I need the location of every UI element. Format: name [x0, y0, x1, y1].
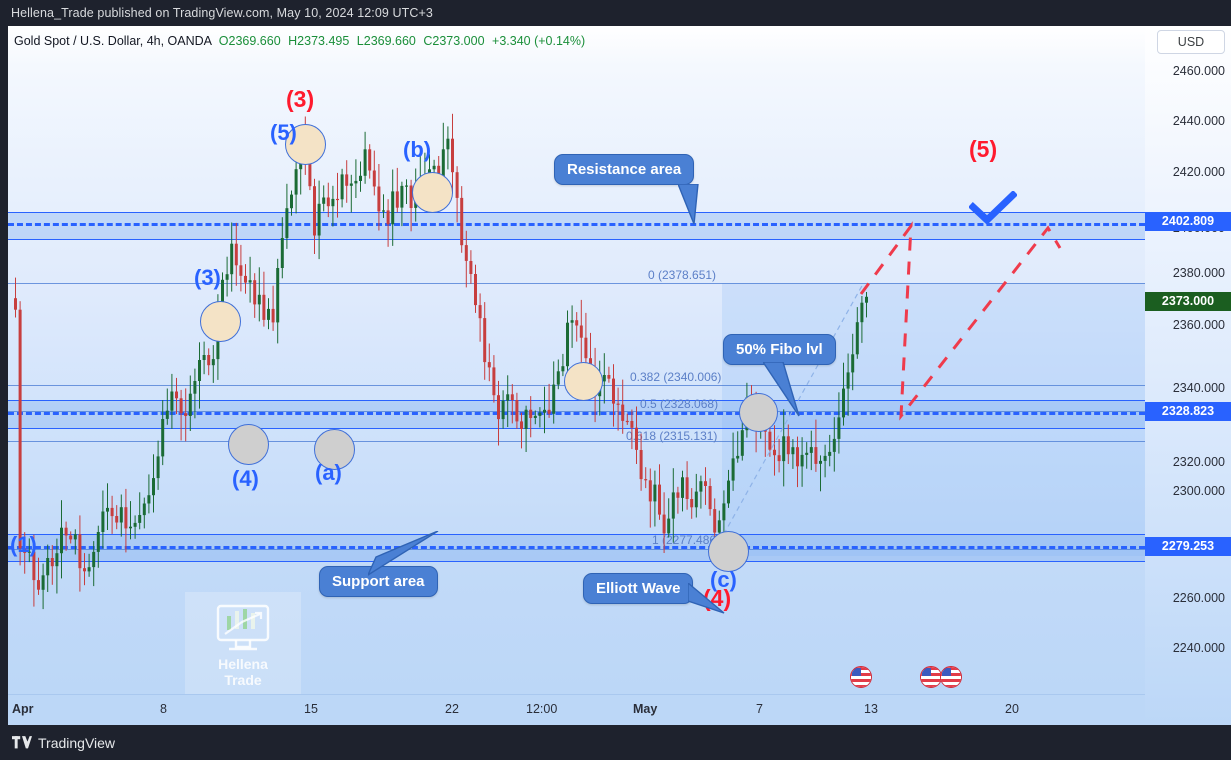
pivot-circle-wave4	[228, 424, 269, 465]
published-bar: Hellena_Trade published on TradingView.c…	[0, 0, 1231, 26]
legend-close: C2373.000	[423, 34, 485, 48]
monitor-chart-icon	[216, 604, 270, 651]
resistance-level-line	[8, 223, 1145, 226]
price-tick-2380: 2380.000	[1172, 266, 1225, 280]
fibo-level-callout[interactable]: 50% Fibo lvl	[723, 334, 836, 365]
wave-label-5-red: (5)	[969, 136, 998, 162]
pivot-circle-wavea	[314, 429, 355, 470]
fib-line-05	[8, 411, 1145, 412]
time-tick-8: 8	[160, 702, 167, 716]
wave-label-a: (a)	[315, 460, 342, 485]
support-area-callout[interactable]: Support area	[319, 566, 438, 597]
price-plot-area[interactable]: 0 (2378.651) 0.382 (2340.006) 0.5 (2328.…	[8, 26, 1145, 694]
fib-line-1	[8, 549, 1145, 550]
footer-bar: TradingView	[0, 725, 1231, 760]
left-gutter	[0, 26, 8, 725]
bullish-checkmark-icon	[969, 191, 1017, 225]
wave-label-5-blue: (5)	[270, 120, 297, 145]
fibo-callout-tail	[763, 362, 800, 417]
tradingview-wordmark: TradingView	[38, 734, 116, 751]
fib-label-05: 0.5 (2328.068)	[640, 397, 719, 411]
legend-change: +3.340 (+0.14%)	[492, 34, 586, 48]
pivot-circle-mid	[564, 362, 603, 401]
chart-legend: Gold Spot / U.S. Dollar, 4h, OANDA O2369…	[14, 34, 585, 48]
wave-label-3-blue: (3)	[194, 265, 221, 290]
economic-event-flag-icon[interactable]	[940, 666, 962, 688]
last-price-pill: 2373.000	[1145, 292, 1231, 311]
wave-label-3-red-top: (3)	[286, 86, 315, 112]
lower-support-level-line	[8, 546, 1145, 549]
time-tick-15: 15	[304, 702, 318, 716]
resistance-area-callout[interactable]: Resistance area	[554, 154, 695, 185]
elliott-callout-tail	[688, 583, 725, 614]
tradingview-logo[interactable]: TradingView	[12, 735, 115, 751]
time-tick-1200: 12:00	[526, 702, 558, 716]
time-tick-may: May	[633, 702, 658, 716]
elliott-wave-callout[interactable]: Elliott Wave	[583, 573, 694, 604]
lower-support-price-pill: 2279.253	[1145, 537, 1231, 556]
economic-event-flag-icon[interactable]	[850, 666, 872, 688]
resistance-price-pill: 2402.809	[1145, 212, 1231, 231]
pivot-circle-waveb	[412, 172, 453, 213]
time-tick-7: 7	[756, 702, 763, 716]
price-tick-2240: 2240.000	[1172, 641, 1225, 655]
price-tick-2340: 2340.000	[1172, 381, 1225, 395]
hellena-trade-watermark: Hellena Trade	[185, 592, 301, 694]
price-tick-2320: 2320.000	[1172, 455, 1225, 469]
published-text: Hellena_Trade published on TradingView.c…	[11, 6, 433, 20]
fib-50-level-line	[8, 412, 1145, 415]
time-scale[interactable]: Apr 8 15 22 12:00 May 7 13 20	[8, 694, 1145, 725]
wave-label-b: (b)	[403, 137, 432, 162]
fib-label-0382: 0.382 (2340.006)	[630, 370, 722, 384]
resistance-callout-tail	[678, 184, 699, 225]
legend-low: L2369.660	[356, 34, 416, 48]
tradingview-mark-icon	[12, 736, 32, 749]
legend-high: H2373.495	[288, 34, 350, 48]
legend-symbol: Gold Spot / U.S. Dollar, 4h, OANDA	[14, 34, 212, 48]
currency-selector[interactable]: USD	[1157, 30, 1225, 54]
wave-label-c: (c)	[710, 567, 737, 592]
price-tick-2360: 2360.000	[1172, 318, 1225, 332]
fib-50-price-pill: 2328.823	[1145, 402, 1231, 421]
legend-open: O2369.660	[218, 34, 281, 48]
pivot-circle-wave5	[285, 124, 326, 165]
fib-label-0: 0 (2378.651)	[648, 268, 717, 282]
fib-label-0618: 0.618 (2315.131)	[626, 429, 718, 443]
wave-label-4-blue: (4)	[232, 466, 259, 491]
price-tick-2300: 2300.000	[1172, 484, 1225, 498]
fib-line-0	[8, 283, 1145, 284]
support-callout-tail	[368, 531, 439, 576]
time-tick-apr: Apr	[12, 702, 34, 716]
pivot-circle-wavec	[708, 531, 749, 572]
fib-line-0618	[8, 441, 1145, 442]
watermark-line1: Hellena	[218, 656, 268, 672]
time-tick-22: 22	[445, 702, 459, 716]
watermark-line2: Trade	[224, 672, 262, 688]
price-tick-2440: 2440.000	[1172, 114, 1225, 128]
pivot-circle-wave3	[200, 301, 241, 342]
chart-frame[interactable]: 0 (2378.651) 0.382 (2340.006) 0.5 (2328.…	[0, 26, 1231, 725]
price-tick-2460: 2460.000	[1172, 64, 1225, 78]
time-tick-20: 20	[1005, 702, 1019, 716]
price-tick-2260: 2260.000	[1172, 591, 1225, 605]
pivot-circle-fib50	[739, 393, 778, 432]
wave-label-1-blue: (1)	[10, 532, 37, 557]
economic-event-flag-icon[interactable]	[920, 666, 942, 688]
time-tick-13: 13	[864, 702, 878, 716]
price-scale[interactable]: USD 2460.000 2440.000 2420.000 2400.000 …	[1145, 26, 1231, 725]
price-tick-2420: 2420.000	[1172, 165, 1225, 179]
